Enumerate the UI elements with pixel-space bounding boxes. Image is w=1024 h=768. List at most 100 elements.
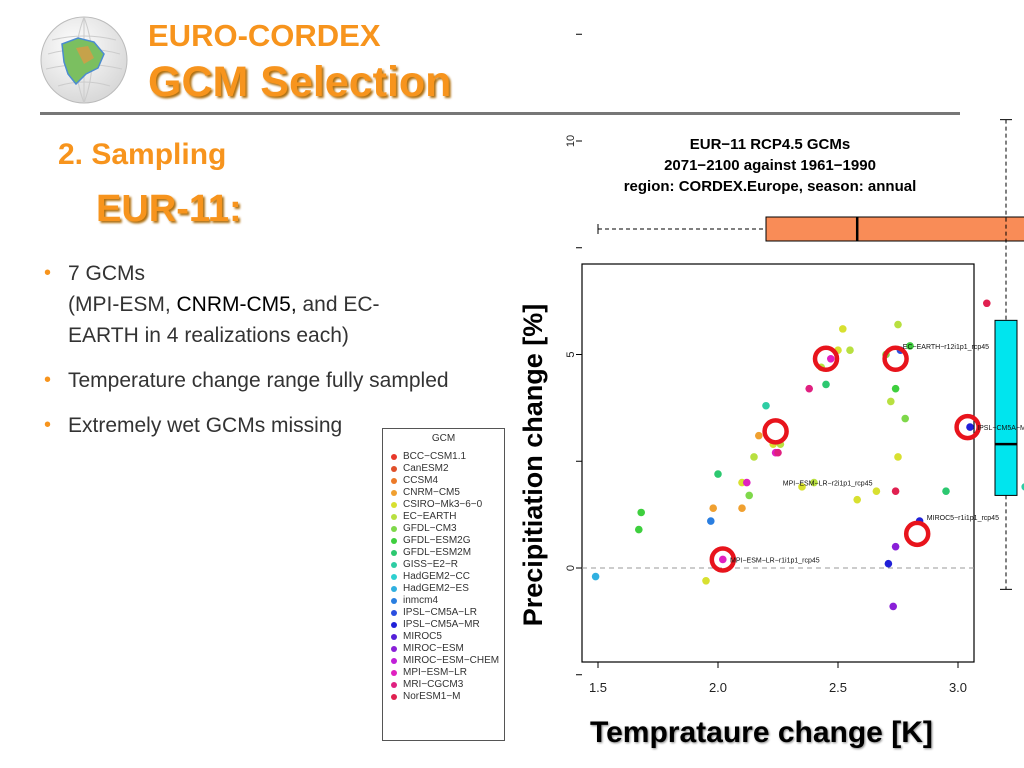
plot-frame (581, 263, 975, 663)
legend-item: BCC−CSM1.1 (383, 451, 504, 463)
legend-swatch-icon (391, 490, 397, 496)
legend-item: IPSL−CM5A−MR (383, 619, 504, 631)
highlight-ring (903, 520, 931, 548)
data-point (827, 354, 835, 363)
legend-label: CanESM2 (403, 463, 449, 474)
legend-label: NorESM1−M (403, 691, 461, 702)
x-tick-label: 1.5 (589, 680, 607, 695)
data-point (983, 299, 991, 308)
data-point (822, 380, 830, 389)
chart-title-line: region: CORDEX.Europe, season: annual (623, 178, 917, 195)
bullet-text-highlight: CNRM-CM5, (176, 293, 297, 316)
globe-logo-icon (38, 14, 130, 106)
highlight-ring (762, 418, 789, 445)
data-point (719, 555, 727, 564)
legend-label: IPSL−CM5A−LR (403, 607, 477, 618)
bullet-item: • Extremely wet GCMs missing (36, 410, 466, 441)
legend-swatch-icon (391, 694, 397, 700)
legend-label: HadGEM2−ES (403, 583, 469, 594)
legend-swatch-icon (391, 574, 397, 580)
data-point (745, 491, 753, 500)
header-subtitle: GCM Selection (148, 58, 452, 106)
data-point (906, 342, 914, 350)
data-point (805, 384, 813, 393)
data-point (750, 453, 758, 461)
data-point (891, 487, 900, 495)
legend-swatch-icon (391, 502, 397, 508)
bullet-icon: • (44, 414, 52, 436)
chart-legend: GCM BCC−CSM1.1 CanESM2 CCSM4 CNRM−CM5 CSIRO−… (382, 428, 505, 741)
chart-title: EUR−11 RCP4.5 GCMs 2071−2100 against 196… (560, 134, 980, 197)
x-tick-label: 2.5 (829, 680, 847, 695)
data-point (853, 495, 861, 504)
legend-label: CSIRO−Mk3−6−0 (403, 499, 483, 510)
data-point (707, 517, 715, 525)
legend-label: HadGEM2−CC (403, 571, 470, 582)
legend-swatch-icon (391, 562, 397, 568)
bullet-text: (MPI-ESM, (68, 293, 177, 316)
highlight-ring (954, 413, 981, 441)
data-point (884, 559, 893, 568)
legend-swatch-icon (391, 598, 397, 604)
legend-item: MIROC−ESM (383, 643, 504, 655)
legend-item: IPSL−CM5A−LR (383, 607, 504, 619)
bullet-text: EARTH in 4 realizations each) (68, 324, 349, 347)
legend-swatch-icon (391, 610, 397, 616)
bullet-icon: • (44, 262, 52, 284)
data-point (942, 487, 950, 495)
legend-label: MPI−ESM−LR (403, 667, 467, 678)
bullet-item: • Temperature change range fully sampled (36, 365, 466, 396)
data-point (887, 397, 895, 406)
x-axis-label: Temprataure change [K] (590, 716, 933, 749)
highlight-label: MPI−ESM−LR−r1i1p1_rcp45 (730, 557, 820, 564)
data-point (872, 487, 881, 495)
legend-swatch-icon (391, 538, 397, 544)
data-point (891, 384, 900, 393)
legend-label: CCSM4 (403, 475, 439, 486)
legend-swatch-icon (391, 646, 397, 652)
legend-item: GFDL−ESM2G (383, 535, 504, 547)
y-tick-label: 5 (565, 351, 577, 357)
bullet-text: Extremely wet GCMs missing (68, 414, 343, 437)
highlight-label: IPSL−CM5A−MR−r1i1p1_rcp45 (977, 425, 1024, 432)
data-point (755, 431, 763, 440)
x-tick-label: 3.0 (949, 680, 967, 695)
bullet-list: • 7 GCMs (MPI-ESM, CNRM-CM5, and EC- EAR… (36, 258, 466, 455)
legend-label: BCC−CSM1.1 (403, 451, 467, 462)
legend-swatch-icon (391, 622, 397, 628)
y-axis-label-box: Precipitiation change [%] (490, 260, 570, 670)
bullet-text: and EC- (296, 293, 380, 316)
data-point (637, 508, 645, 517)
data-point (810, 478, 818, 487)
chart-title-line: 2071−2100 against 1961−1990 (664, 157, 876, 174)
legend-item: CCSM4 (383, 475, 504, 487)
legend-swatch-icon (391, 514, 397, 520)
legend-item: GFDL−ESM2M (383, 547, 504, 559)
legend-item: MRI−CGCM3 (383, 679, 504, 691)
data-point (709, 504, 717, 513)
highlight-ring (812, 345, 840, 373)
data-point (846, 346, 854, 355)
legend-swatch-icon (391, 586, 397, 592)
bullet-text: 7 GCMs (68, 262, 146, 285)
legend-swatch-icon (391, 670, 397, 676)
legend-item: EC−EARTH (383, 511, 504, 523)
legend-swatch-icon (391, 478, 397, 484)
data-point (591, 572, 600, 581)
legend-item: inmcm4 (383, 595, 504, 607)
legend-label: MRI−CGCM3 (403, 679, 464, 690)
section-heading: 2. Sampling (58, 138, 227, 171)
legend-item: NorESM1−M (383, 691, 504, 703)
bullet-icon: • (44, 369, 52, 391)
legend-item: HadGEM2−CC (383, 571, 504, 583)
data-point (894, 453, 902, 461)
legend-label: GFDL−CM3 (403, 523, 457, 534)
data-point (839, 325, 847, 333)
legend-swatch-icon (391, 466, 397, 472)
highlight-ring (882, 345, 909, 373)
data-point (966, 423, 974, 431)
highlight-ring (709, 546, 737, 573)
data-point (702, 577, 710, 585)
legend-label: IPSL−CM5A−MR (403, 619, 480, 630)
legend-swatch-icon (391, 526, 397, 532)
